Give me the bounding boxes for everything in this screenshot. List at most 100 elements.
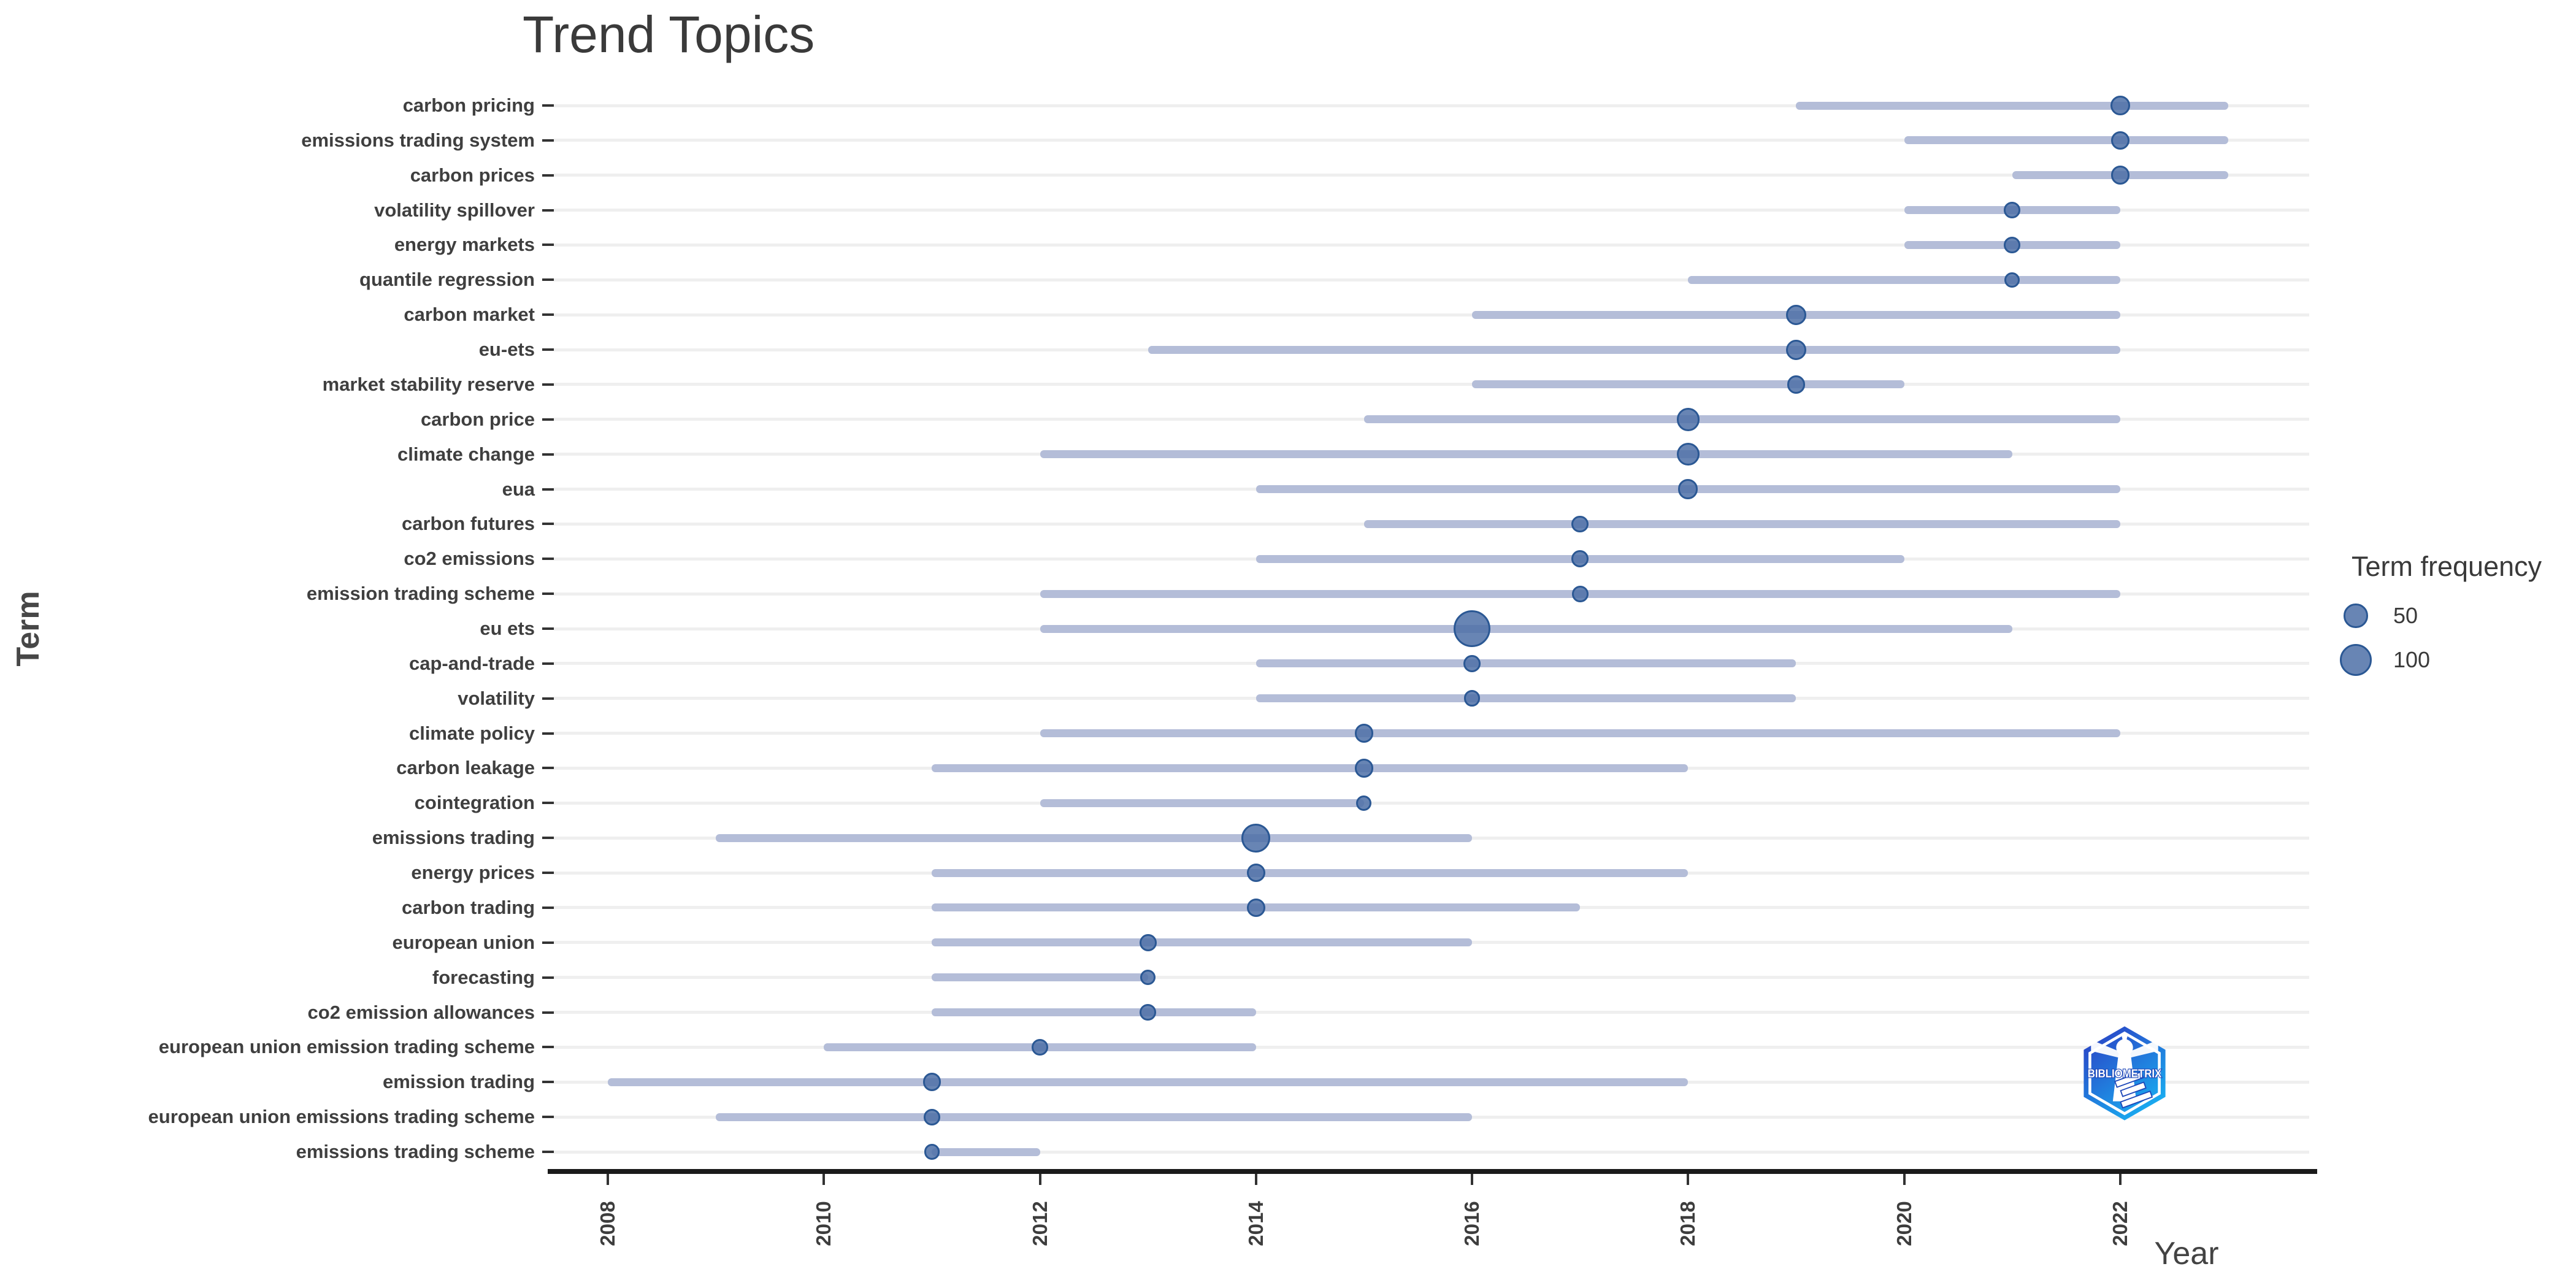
term-dot — [1140, 970, 1156, 986]
grid-line — [554, 209, 2309, 212]
chart-title: Trend Topics — [523, 6, 815, 63]
term-interval — [1040, 450, 2012, 459]
term-label: emissions trading system — [301, 129, 535, 151]
term-dot — [1356, 795, 1372, 811]
term-label: carbon futures — [401, 513, 535, 535]
y-axis-tick — [542, 348, 554, 351]
x-axis-tick — [1903, 1174, 1906, 1185]
term-dot — [924, 1108, 940, 1125]
legend-bubble-icon — [2340, 644, 2372, 676]
term-label: forecasting — [432, 966, 535, 988]
grid-line — [554, 976, 2309, 979]
legend-title: Term frequency — [2352, 551, 2542, 582]
term-interval — [1796, 101, 2228, 110]
x-axis-tick-label: 2012 — [1028, 1201, 1051, 1246]
logo-three-glyph — [2114, 1071, 2153, 1109]
term-dot — [2004, 237, 2021, 253]
term-label: co2 emission allowances — [307, 1001, 535, 1023]
term-label: quantile regression — [359, 269, 535, 291]
term-label: energy markets — [394, 234, 535, 256]
x-axis-tick-label: 2020 — [1892, 1201, 1915, 1246]
x-axis-tick-label: 2010 — [812, 1201, 835, 1246]
grid-line — [554, 174, 2309, 177]
y-axis-tick — [542, 418, 554, 421]
y-axis-tick — [542, 1151, 554, 1153]
grid-line — [554, 1045, 2309, 1049]
term-dot — [1241, 823, 1271, 853]
term-label: carbon prices — [410, 164, 535, 186]
y-axis-tick — [542, 558, 554, 561]
term-interval — [932, 973, 1148, 982]
y-axis-tick — [542, 488, 554, 491]
logo-hexagon-inner-border — [2088, 1031, 2161, 1116]
term-label: european union emission trading scheme — [158, 1036, 535, 1058]
term-interval — [1255, 694, 1796, 703]
x-axis-tick-label: 2018 — [1676, 1201, 1700, 1246]
y-axis-tick — [542, 453, 554, 456]
grid-line — [554, 1150, 2309, 1154]
term-dot — [1785, 304, 1806, 325]
x-axis-line — [548, 1169, 2317, 1174]
term-dot — [1463, 654, 1481, 672]
term-dot — [1678, 479, 1698, 499]
x-axis-tick — [1471, 1174, 1474, 1185]
y-axis-tick — [542, 976, 554, 979]
term-dot — [1785, 339, 1806, 360]
term-label: emissions trading — [372, 827, 535, 849]
term-label: carbon market — [404, 304, 535, 326]
term-interval — [932, 938, 1473, 947]
logo-lighthouse-neck — [2122, 1036, 2127, 1043]
term-interval — [1040, 799, 1364, 807]
term-label: carbon price — [420, 408, 535, 430]
term-dot — [2110, 166, 2130, 185]
y-axis-tick — [542, 243, 554, 247]
term-dot — [1571, 550, 1589, 568]
term-label: cointegration — [414, 792, 535, 814]
term-dot — [1571, 585, 1589, 602]
logo-beam-right — [2125, 1040, 2158, 1059]
term-interval — [1040, 729, 2120, 738]
y-axis-tick — [542, 1081, 554, 1084]
y-axis-tick — [542, 313, 554, 316]
term-label: carbon pricing — [402, 94, 535, 116]
term-interval — [932, 868, 1689, 877]
y-axis-tick — [542, 174, 554, 177]
term-interval — [1255, 659, 1796, 668]
y-axis-tick — [542, 837, 554, 840]
legend-value: 100 — [2393, 647, 2431, 672]
term-label: eu ets — [480, 618, 535, 639]
x-axis-tick — [1687, 1174, 1690, 1185]
term-interval — [932, 1008, 1256, 1017]
grid-line — [554, 1011, 2309, 1014]
term-dot — [1140, 1004, 1157, 1021]
term-label: co2 emissions — [404, 548, 535, 570]
y-axis-tick — [542, 1011, 554, 1014]
grid-line — [554, 243, 2309, 247]
term-dot — [1354, 759, 1374, 778]
term-label: eu-ets — [478, 339, 535, 361]
term-interval — [1472, 380, 1904, 389]
x-axis-tick-label: 2022 — [2108, 1201, 2131, 1246]
term-dot — [1246, 863, 1266, 883]
term-dot — [1571, 515, 1589, 533]
term-label: european union emissions trading scheme — [148, 1106, 535, 1128]
term-interval — [608, 1078, 1689, 1086]
term-label: volatility — [458, 687, 535, 709]
term-label: emission trading scheme — [306, 583, 535, 605]
y-axis-tick — [542, 1046, 554, 1049]
term-dot — [1787, 375, 1806, 394]
logo-text: BIBLIOMETRIX — [2088, 1067, 2162, 1079]
y-axis-tick — [542, 139, 554, 142]
term-label: climate policy — [408, 722, 535, 744]
x-axis-tick — [1038, 1174, 1041, 1185]
term-dot — [2110, 131, 2130, 150]
y-axis-tick — [542, 104, 554, 107]
y-axis-tick — [542, 627, 554, 630]
x-axis-tick — [2118, 1174, 2122, 1185]
term-dot — [1354, 724, 1374, 743]
bibliometrix-logo: BIBLIOMETRIX — [2083, 1026, 2166, 1121]
y-axis-tick — [542, 906, 554, 909]
term-dot — [1246, 898, 1266, 918]
y-axis-tick — [542, 767, 554, 770]
